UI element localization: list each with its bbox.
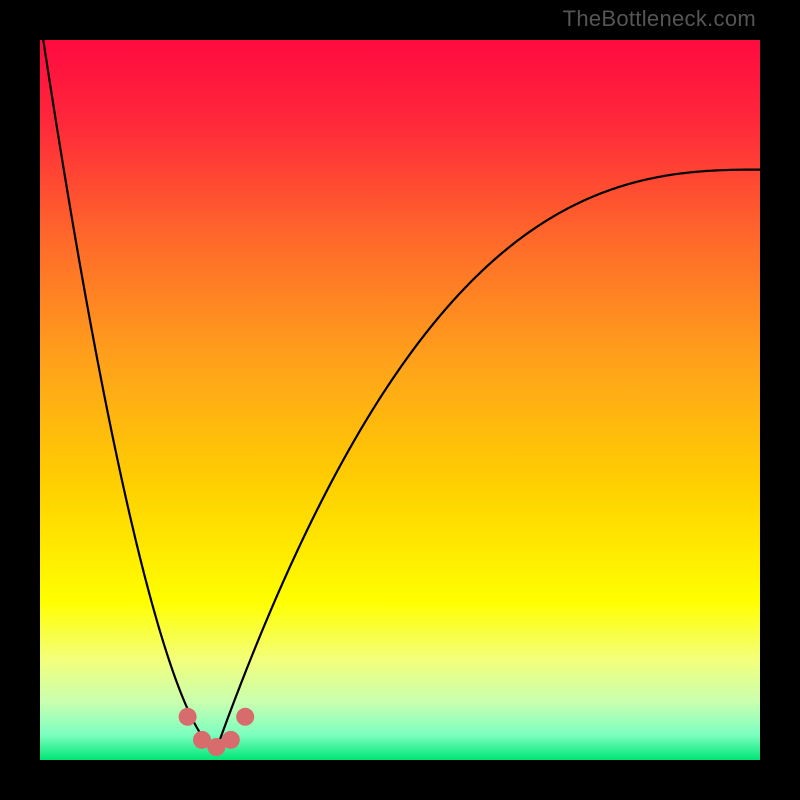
valley-marker (236, 708, 254, 726)
chart-plot (40, 40, 760, 760)
watermark-text: TheBottleneck.com (563, 6, 756, 32)
chart-svg (40, 40, 760, 760)
frame-left (0, 0, 40, 800)
frame-right (760, 0, 800, 800)
gradient-bg (40, 40, 760, 760)
valley-marker (222, 731, 240, 749)
frame-bottom (0, 760, 800, 800)
valley-marker (179, 708, 197, 726)
